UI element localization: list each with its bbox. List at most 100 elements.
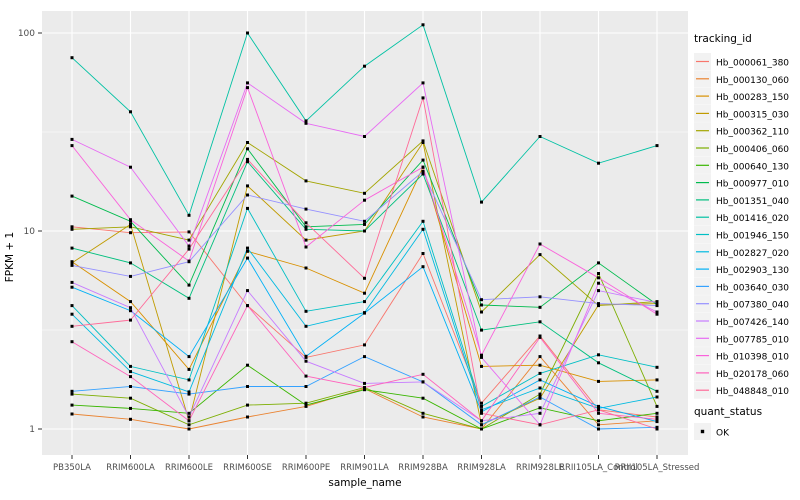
legend-label: Hb_000283_150: [716, 93, 789, 103]
data-point: [129, 261, 132, 265]
data-point: [655, 389, 659, 393]
data-point: [129, 385, 132, 388]
data-point: [597, 404, 600, 408]
data-point: [70, 137, 74, 141]
data-point: [129, 165, 132, 169]
legend-label: Hb_007785_010: [716, 335, 789, 345]
data-point: [480, 298, 483, 302]
data-point: [538, 371, 542, 375]
data-point: [480, 364, 483, 368]
data-point: [421, 380, 425, 384]
data-point: [70, 144, 74, 148]
data-point: [538, 386, 542, 390]
data-point: [480, 328, 483, 332]
data-point: [304, 403, 308, 407]
data-point: [70, 261, 74, 265]
data-point: [129, 309, 132, 313]
legend-label: Hb_020178_060: [716, 370, 789, 380]
data-point: [246, 147, 249, 151]
data-point: [363, 219, 366, 223]
data-point: [187, 423, 191, 427]
legend-label: Hb_007426_140: [716, 318, 789, 328]
x-tick-label: RRIM600LE: [165, 463, 213, 473]
data-point: [597, 276, 600, 280]
data-point: [304, 354, 308, 358]
data-point: [655, 395, 659, 399]
data-point: [246, 289, 249, 293]
data-point: [187, 411, 191, 415]
x-tick-label: RRIM600PE: [282, 463, 330, 473]
legend-label: Hb_000061_380: [716, 59, 789, 69]
data-point: [538, 395, 542, 399]
data-point: [421, 23, 425, 27]
data-point: [129, 231, 132, 235]
data-point: [363, 311, 366, 315]
data-point: [538, 335, 542, 339]
data-point: [187, 283, 191, 287]
data-point: [597, 411, 600, 415]
data-point: [129, 417, 132, 421]
data-point: [246, 206, 249, 210]
data-point: [246, 184, 249, 188]
data-point: [246, 31, 249, 35]
x-tick-label: RRIM600LA: [106, 463, 155, 473]
data-point: [421, 396, 425, 400]
data-point: [187, 390, 191, 394]
data-point: [597, 379, 600, 383]
data-point: [421, 158, 425, 162]
data-point: [187, 367, 191, 371]
data-point: [655, 310, 659, 314]
x-tick-label: RRIM600SE: [223, 463, 272, 473]
data-point: [70, 225, 74, 229]
data-point: [70, 304, 74, 308]
data-point: [655, 404, 659, 408]
data-point: [246, 249, 249, 253]
data-point: [70, 280, 74, 284]
data-point: [597, 302, 600, 306]
data-point: [129, 274, 132, 278]
data-point: [480, 353, 483, 357]
data-point: [480, 401, 483, 405]
data-point: [597, 361, 600, 365]
data-point: [597, 289, 600, 293]
legend-label: Hb_000130_060: [716, 76, 789, 86]
data-point: [304, 245, 308, 249]
data-point: [129, 306, 132, 310]
data-point: [129, 375, 132, 379]
legend-label: Hb_007380_040: [716, 301, 789, 311]
data-point: [480, 355, 483, 359]
data-point: [597, 281, 600, 285]
data-point: [363, 229, 366, 233]
data-point: [480, 310, 483, 314]
data-point: [421, 227, 425, 231]
data-point: [304, 324, 308, 328]
data-point: [363, 276, 366, 280]
data-point: [246, 86, 249, 90]
data-point: [363, 198, 366, 202]
data-point: [304, 359, 308, 363]
data-point: [538, 392, 542, 396]
x-tick-label: RRIM928LE: [516, 463, 564, 473]
data-point: [597, 408, 600, 412]
data-point: [129, 225, 132, 229]
x-tick-label: PB350LA: [53, 463, 91, 473]
data-point: [363, 388, 366, 392]
data-point: [304, 401, 308, 405]
data-point: [70, 324, 74, 328]
legend-label: Hb_001416_020: [716, 214, 789, 224]
legend-label: Hb_000977_010: [716, 180, 789, 190]
data-point: [304, 374, 308, 378]
legend-title-quant-status: quant_status: [694, 406, 762, 418]
data-point: [187, 259, 191, 263]
data-point: [246, 415, 249, 419]
data-point: [304, 309, 308, 313]
data-point: [304, 207, 308, 211]
data-point: [187, 296, 191, 300]
y-tick-label: 100: [18, 29, 35, 39]
data-point: [129, 364, 132, 368]
data-point: [129, 110, 132, 114]
data-point: [655, 417, 659, 421]
y-tick-label: 1: [29, 425, 35, 435]
data-point: [655, 427, 659, 431]
